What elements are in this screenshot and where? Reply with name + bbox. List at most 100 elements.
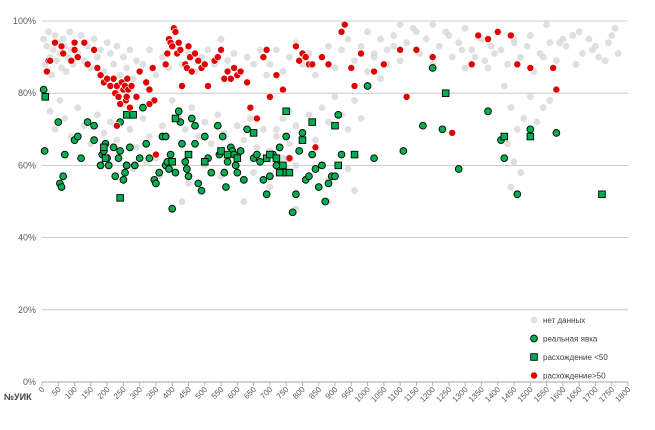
data-point	[116, 147, 124, 155]
data-point	[364, 28, 371, 36]
series-2	[41, 89, 606, 202]
data-point	[500, 154, 509, 163]
y-tick-label: 20%	[18, 305, 36, 315]
data-point	[114, 93, 123, 101]
data-point	[110, 60, 118, 68]
data-point	[279, 161, 287, 170]
data-point	[40, 35, 48, 43]
data-point	[608, 32, 616, 39]
x-tick-label: 0	[37, 385, 47, 395]
data-point	[402, 93, 411, 101]
data-point	[135, 67, 144, 76]
legend-marker	[530, 334, 538, 343]
data-point	[266, 183, 274, 191]
data-point	[377, 75, 384, 83]
x-tick-label: 1650	[565, 385, 584, 404]
data-points	[39, 20, 622, 217]
data-point	[331, 93, 339, 101]
x-tick-label: 1450	[500, 385, 519, 404]
series-3	[43, 20, 561, 162]
data-point	[181, 157, 190, 166]
data-point	[103, 74, 111, 83]
data-point	[171, 168, 180, 177]
data-point	[351, 97, 358, 104]
data-point	[481, 57, 489, 65]
data-point	[109, 143, 118, 152]
data-point	[390, 32, 397, 39]
data-point	[428, 64, 437, 72]
legend-label: реальная явка	[543, 335, 598, 344]
data-point	[220, 74, 229, 83]
data-point	[168, 97, 176, 104]
data-point	[145, 100, 154, 108]
y-tick-label: 40%	[18, 233, 36, 243]
data-point	[39, 85, 48, 94]
data-point	[122, 111, 131, 119]
data-point	[70, 46, 79, 54]
data-point	[171, 28, 180, 36]
data-point	[74, 104, 82, 112]
data-point	[161, 60, 170, 69]
data-point	[116, 194, 124, 202]
data-point	[510, 158, 518, 166]
data-point	[113, 136, 121, 144]
x-tick-label: 1800	[613, 385, 632, 404]
data-point	[292, 162, 300, 169]
data-point	[61, 115, 69, 122]
legend-marker	[530, 353, 538, 361]
data-point	[152, 150, 160, 159]
data-point	[201, 158, 209, 166]
data-point	[214, 111, 222, 119]
x-tick-label: 1000	[353, 385, 372, 404]
data-point	[66, 28, 74, 36]
data-point	[111, 172, 120, 181]
data-point	[233, 122, 241, 130]
x-tick-label: 1100	[386, 385, 405, 404]
x-tick-label: 350	[145, 385, 161, 401]
data-point	[575, 28, 583, 36]
data-point	[318, 53, 326, 61]
data-point	[422, 35, 430, 43]
data-point	[308, 118, 316, 126]
data-point	[46, 56, 54, 65]
data-point	[243, 78, 251, 87]
data-point	[201, 118, 209, 126]
data-point	[77, 154, 85, 163]
data-point	[133, 57, 140, 65]
data-point	[552, 85, 561, 94]
data-point	[230, 64, 238, 72]
data-point	[106, 82, 115, 90]
data-point	[308, 150, 317, 159]
data-point	[526, 64, 535, 72]
data-point	[347, 64, 356, 72]
data-point	[194, 133, 202, 140]
data-point	[337, 28, 346, 36]
legend-label: расхождение <50	[543, 353, 608, 362]
data-point	[77, 32, 85, 39]
data-point	[214, 53, 222, 61]
data-point	[181, 125, 189, 133]
data-point	[380, 60, 388, 69]
data-point	[259, 175, 268, 184]
data-point	[93, 53, 101, 61]
data-point	[601, 57, 609, 65]
data-point	[100, 129, 108, 137]
data-point	[217, 46, 225, 54]
data-point	[520, 115, 528, 122]
data-point	[262, 46, 271, 54]
data-point	[273, 133, 280, 140]
data-point	[286, 53, 293, 61]
y-tick-label: 0%	[23, 377, 36, 387]
data-point	[272, 71, 281, 79]
data-point	[51, 32, 59, 39]
data-point	[116, 71, 124, 79]
data-point	[438, 125, 447, 134]
data-point	[579, 50, 586, 57]
data-point	[194, 179, 203, 188]
data-point	[552, 57, 560, 65]
data-point	[311, 143, 320, 152]
x-tick-label: 400	[161, 385, 177, 401]
data-point	[207, 168, 216, 177]
data-point	[493, 28, 502, 36]
